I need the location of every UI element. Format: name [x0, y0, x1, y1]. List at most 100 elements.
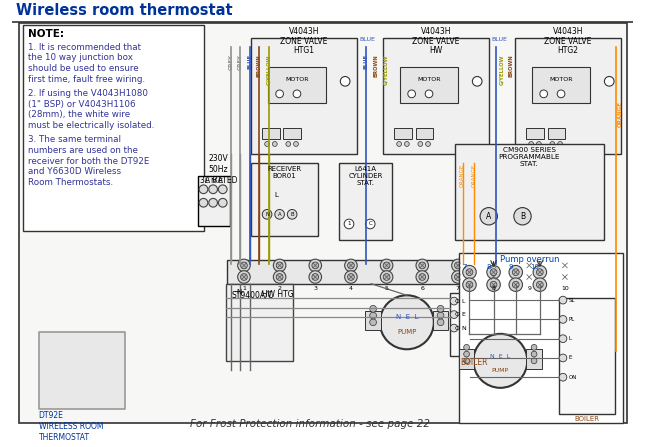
Text: N-: N- [236, 289, 244, 295]
Circle shape [487, 266, 501, 279]
Text: G/YELLOW: G/YELLOW [383, 55, 388, 85]
Circle shape [512, 269, 519, 275]
Text: 9: 9 [509, 265, 513, 270]
Circle shape [238, 259, 250, 272]
Circle shape [404, 142, 409, 146]
Circle shape [464, 351, 470, 357]
Bar [415, 127, 433, 139]
Circle shape [425, 90, 433, 98]
Text: receiver for both the DT92E: receiver for both the DT92E [28, 156, 150, 165]
Circle shape [293, 90, 301, 98]
Bar [526, 349, 542, 368]
Circle shape [437, 305, 444, 312]
Circle shape [365, 219, 375, 229]
Text: Pump overrun: Pump overrun [501, 255, 560, 264]
Text: L N E: L N E [205, 178, 223, 184]
Circle shape [370, 305, 377, 312]
Text: ZONE VALVE: ZONE VALVE [412, 37, 459, 46]
Circle shape [419, 262, 426, 269]
Text: For Frost Protection information - see page 22: For Frost Protection information - see p… [190, 419, 430, 429]
Circle shape [604, 76, 614, 86]
Circle shape [263, 210, 272, 219]
Text: ORANGE: ORANGE [461, 163, 465, 186]
Text: 10: 10 [561, 286, 569, 291]
Text: 8: 8 [486, 265, 491, 270]
Circle shape [488, 271, 500, 283]
Circle shape [559, 316, 567, 323]
Circle shape [559, 271, 571, 283]
Text: HW: HW [429, 46, 442, 55]
Text: N: N [265, 212, 269, 217]
Circle shape [450, 297, 458, 305]
Bar [268, 67, 326, 104]
Text: BROWN: BROWN [257, 55, 262, 77]
Bar [251, 163, 318, 236]
Text: must be electrically isolated.: must be electrically isolated. [28, 121, 154, 130]
Circle shape [383, 262, 390, 269]
Text: A: A [486, 212, 491, 221]
Text: CM900 SERIES
PROGRAMMABLE
STAT.: CM900 SERIES PROGRAMMABLE STAT. [499, 147, 560, 167]
Circle shape [473, 334, 528, 388]
Text: ZONE VALVE: ZONE VALVE [280, 37, 328, 46]
Bar [251, 38, 357, 154]
Text: 4: 4 [349, 286, 353, 291]
Circle shape [450, 324, 458, 332]
Circle shape [380, 295, 434, 349]
Bar [515, 38, 620, 154]
Circle shape [416, 259, 428, 272]
Text: 5: 5 [384, 286, 388, 291]
Bar [459, 349, 474, 368]
Circle shape [341, 76, 350, 86]
Circle shape [550, 142, 555, 146]
Text: E: E [569, 355, 572, 360]
Circle shape [472, 76, 482, 86]
Circle shape [273, 271, 286, 283]
Text: V4043H: V4043H [553, 27, 583, 36]
Circle shape [209, 185, 217, 194]
Circle shape [416, 271, 428, 283]
Text: O L: O L [455, 299, 466, 304]
Circle shape [381, 271, 393, 283]
Text: 9: 9 [527, 286, 531, 291]
Text: MOTOR: MOTOR [417, 76, 441, 81]
Circle shape [537, 142, 541, 146]
Text: BROWN: BROWN [373, 55, 379, 77]
Circle shape [276, 262, 283, 269]
Circle shape [241, 262, 247, 269]
Text: first time, fault free wiring.: first time, fault free wiring. [28, 75, 145, 84]
Text: should be used to ensure: should be used to ensure [28, 64, 139, 73]
Text: 3: 3 [313, 286, 317, 291]
Text: (1" BSP) or V4043H1106: (1" BSP) or V4043H1106 [28, 100, 135, 109]
Circle shape [533, 278, 546, 291]
Circle shape [219, 198, 227, 207]
Circle shape [348, 274, 354, 280]
Text: Room Thermostats.: Room Thermostats. [28, 178, 113, 187]
Text: numbers are used on the: numbers are used on the [28, 146, 138, 155]
Text: B: B [290, 212, 294, 217]
Circle shape [490, 262, 497, 269]
Circle shape [559, 373, 567, 381]
Text: O N: O N [455, 325, 467, 331]
Circle shape [241, 274, 247, 280]
Circle shape [540, 90, 548, 98]
Text: 7: 7 [456, 286, 460, 291]
Circle shape [558, 142, 562, 146]
Circle shape [348, 262, 354, 269]
Text: 1. It is recommended that: 1. It is recommended that [28, 43, 141, 52]
Text: 21s°: 21s° [61, 359, 93, 372]
Text: ZONE VALVE: ZONE VALVE [544, 37, 591, 46]
Circle shape [531, 345, 537, 350]
Text: V4043H: V4043H [421, 27, 451, 36]
Text: BLUE: BLUE [360, 37, 375, 42]
Circle shape [437, 312, 444, 319]
Circle shape [370, 312, 377, 319]
Circle shape [531, 351, 537, 357]
Text: BROWN: BROWN [508, 55, 513, 77]
Text: C: C [368, 221, 372, 227]
Bar [400, 67, 458, 104]
Text: MOTOR: MOTOR [550, 76, 573, 81]
Bar [459, 253, 622, 423]
Text: 1: 1 [242, 286, 246, 291]
Circle shape [490, 274, 497, 280]
Circle shape [273, 259, 286, 272]
